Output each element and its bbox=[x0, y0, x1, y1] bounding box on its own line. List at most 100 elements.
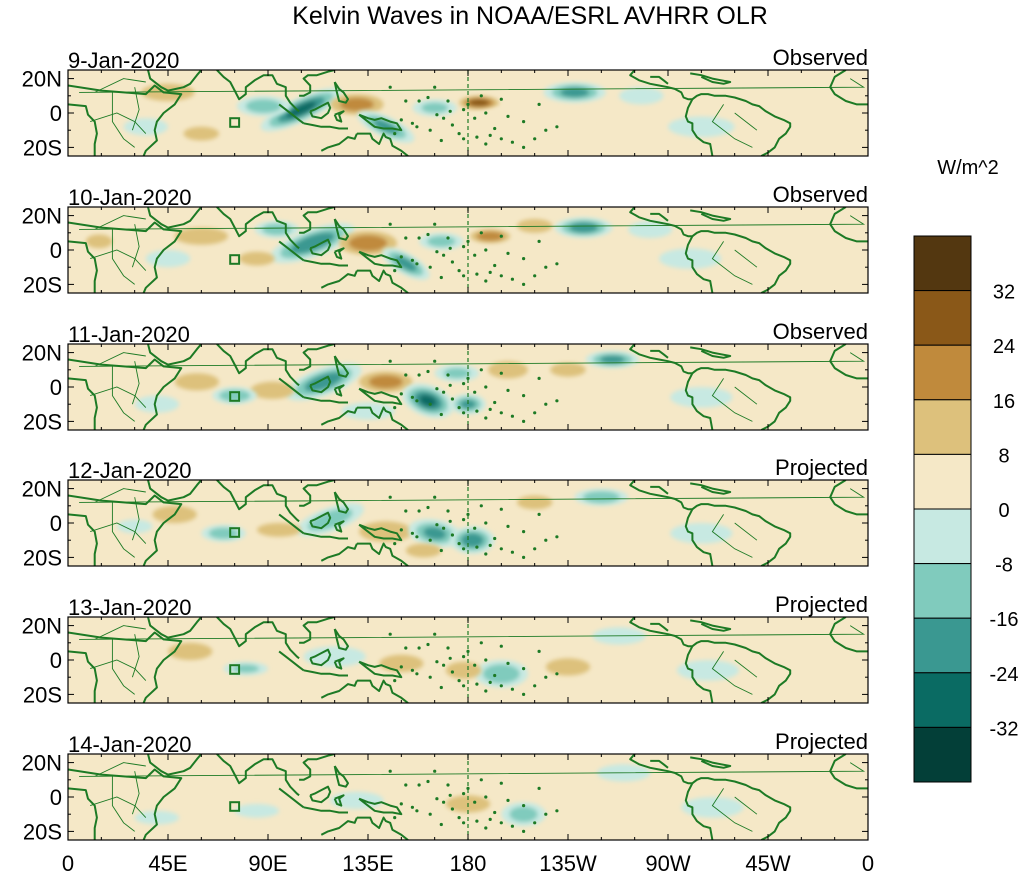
border-line bbox=[94, 215, 146, 230]
anomaly-blob-11 bbox=[670, 523, 733, 544]
y-tick-label: 20S bbox=[23, 272, 62, 297]
island-dot bbox=[410, 531, 414, 535]
contour-level bbox=[443, 368, 471, 379]
y-tick-label: 20S bbox=[23, 819, 62, 844]
island-dot bbox=[544, 812, 548, 816]
island-dot bbox=[415, 262, 419, 266]
border-line bbox=[711, 378, 753, 422]
coastline bbox=[333, 520, 345, 533]
country-borders bbox=[79, 762, 866, 832]
contour-level bbox=[469, 99, 490, 107]
contour-level bbox=[303, 646, 366, 667]
anomaly-blob-2 bbox=[250, 381, 295, 399]
coastline bbox=[684, 98, 714, 156]
island-dot bbox=[462, 518, 466, 522]
coastline bbox=[684, 645, 714, 703]
anomaly-blob-5 bbox=[234, 803, 280, 818]
border-line bbox=[79, 215, 866, 230]
panel-ticks bbox=[67, 754, 869, 840]
island-dot bbox=[404, 373, 408, 377]
island-dot bbox=[473, 526, 477, 530]
island-dot bbox=[493, 536, 497, 541]
panel-ticks bbox=[67, 480, 869, 566]
coastline bbox=[650, 349, 669, 359]
island-dot bbox=[475, 682, 479, 686]
island-dot bbox=[510, 277, 514, 281]
coastline bbox=[278, 377, 305, 399]
anomaly-blob-6 bbox=[174, 779, 228, 801]
x-tick-label: 135W bbox=[539, 851, 597, 876]
island-dot bbox=[462, 108, 466, 112]
coastline bbox=[299, 480, 335, 507]
island-dot bbox=[544, 402, 548, 406]
island-dot bbox=[393, 816, 397, 820]
island-dot bbox=[484, 111, 488, 115]
coastline bbox=[309, 101, 332, 120]
island-dot bbox=[410, 805, 414, 809]
panel-3: 20N 0 20S 11-Jan-2020 Observed bbox=[22, 319, 869, 434]
anomaly-blob-8 bbox=[134, 810, 180, 825]
island-dot bbox=[448, 793, 452, 797]
border-line bbox=[734, 249, 758, 268]
panel-ticks bbox=[67, 207, 869, 293]
coastline bbox=[358, 660, 403, 679]
contour-level bbox=[256, 523, 302, 537]
contour-level bbox=[560, 87, 590, 98]
contour-level bbox=[134, 810, 180, 825]
y-tick-label: 20S bbox=[23, 135, 62, 160]
colorbar-level-label: 32 bbox=[993, 282, 1015, 304]
contour-level bbox=[405, 543, 442, 558]
coastline bbox=[303, 396, 348, 404]
island-dot bbox=[493, 673, 497, 678]
x-tick-label: 0 bbox=[862, 851, 874, 876]
island-dot bbox=[506, 661, 510, 666]
coastline bbox=[216, 617, 300, 660]
island-dot bbox=[466, 239, 470, 243]
border-line bbox=[111, 776, 135, 832]
y-tick-label: 0 bbox=[50, 375, 62, 400]
coastline bbox=[303, 259, 348, 267]
border-line bbox=[734, 796, 758, 815]
coastline bbox=[650, 759, 669, 769]
island-dot bbox=[442, 390, 446, 394]
contour-level bbox=[670, 387, 733, 408]
maldives-box bbox=[229, 117, 241, 128]
coastline bbox=[650, 485, 669, 495]
contour-level bbox=[569, 222, 598, 233]
island-dot bbox=[417, 236, 421, 240]
country-borders bbox=[79, 352, 866, 422]
contour-level bbox=[419, 395, 437, 407]
island-dot bbox=[544, 128, 548, 132]
island-dot bbox=[484, 521, 488, 525]
island-dot bbox=[428, 128, 432, 132]
island-dots bbox=[388, 769, 559, 834]
coastline bbox=[68, 103, 98, 156]
contour-level bbox=[368, 375, 403, 389]
contour-level bbox=[290, 232, 335, 254]
coastline bbox=[299, 70, 335, 97]
coastline bbox=[690, 209, 732, 222]
island-dot bbox=[510, 687, 514, 691]
coastline bbox=[68, 377, 98, 430]
coastline bbox=[358, 250, 403, 269]
anomaly-blob-7 bbox=[543, 82, 606, 103]
border-line bbox=[90, 386, 147, 408]
panel-date-label: 9-Jan-2020 bbox=[68, 48, 179, 73]
island-dot bbox=[473, 663, 477, 667]
island-dot bbox=[506, 251, 510, 255]
border-line bbox=[711, 241, 753, 285]
island-dot bbox=[388, 222, 392, 226]
island-dot bbox=[450, 260, 454, 264]
island-dot bbox=[473, 116, 477, 120]
contour-level bbox=[262, 223, 292, 236]
island-dot bbox=[457, 816, 461, 820]
colorbar-swatch bbox=[913, 235, 972, 292]
border-line bbox=[90, 112, 147, 134]
anomaly-blob-11 bbox=[145, 250, 191, 268]
island-dot bbox=[537, 786, 541, 791]
island-dot bbox=[404, 236, 408, 240]
island-dot bbox=[426, 369, 430, 374]
coastline bbox=[356, 816, 409, 840]
island-dot bbox=[510, 414, 514, 418]
colorbar-level-label: -24 bbox=[990, 664, 1019, 686]
